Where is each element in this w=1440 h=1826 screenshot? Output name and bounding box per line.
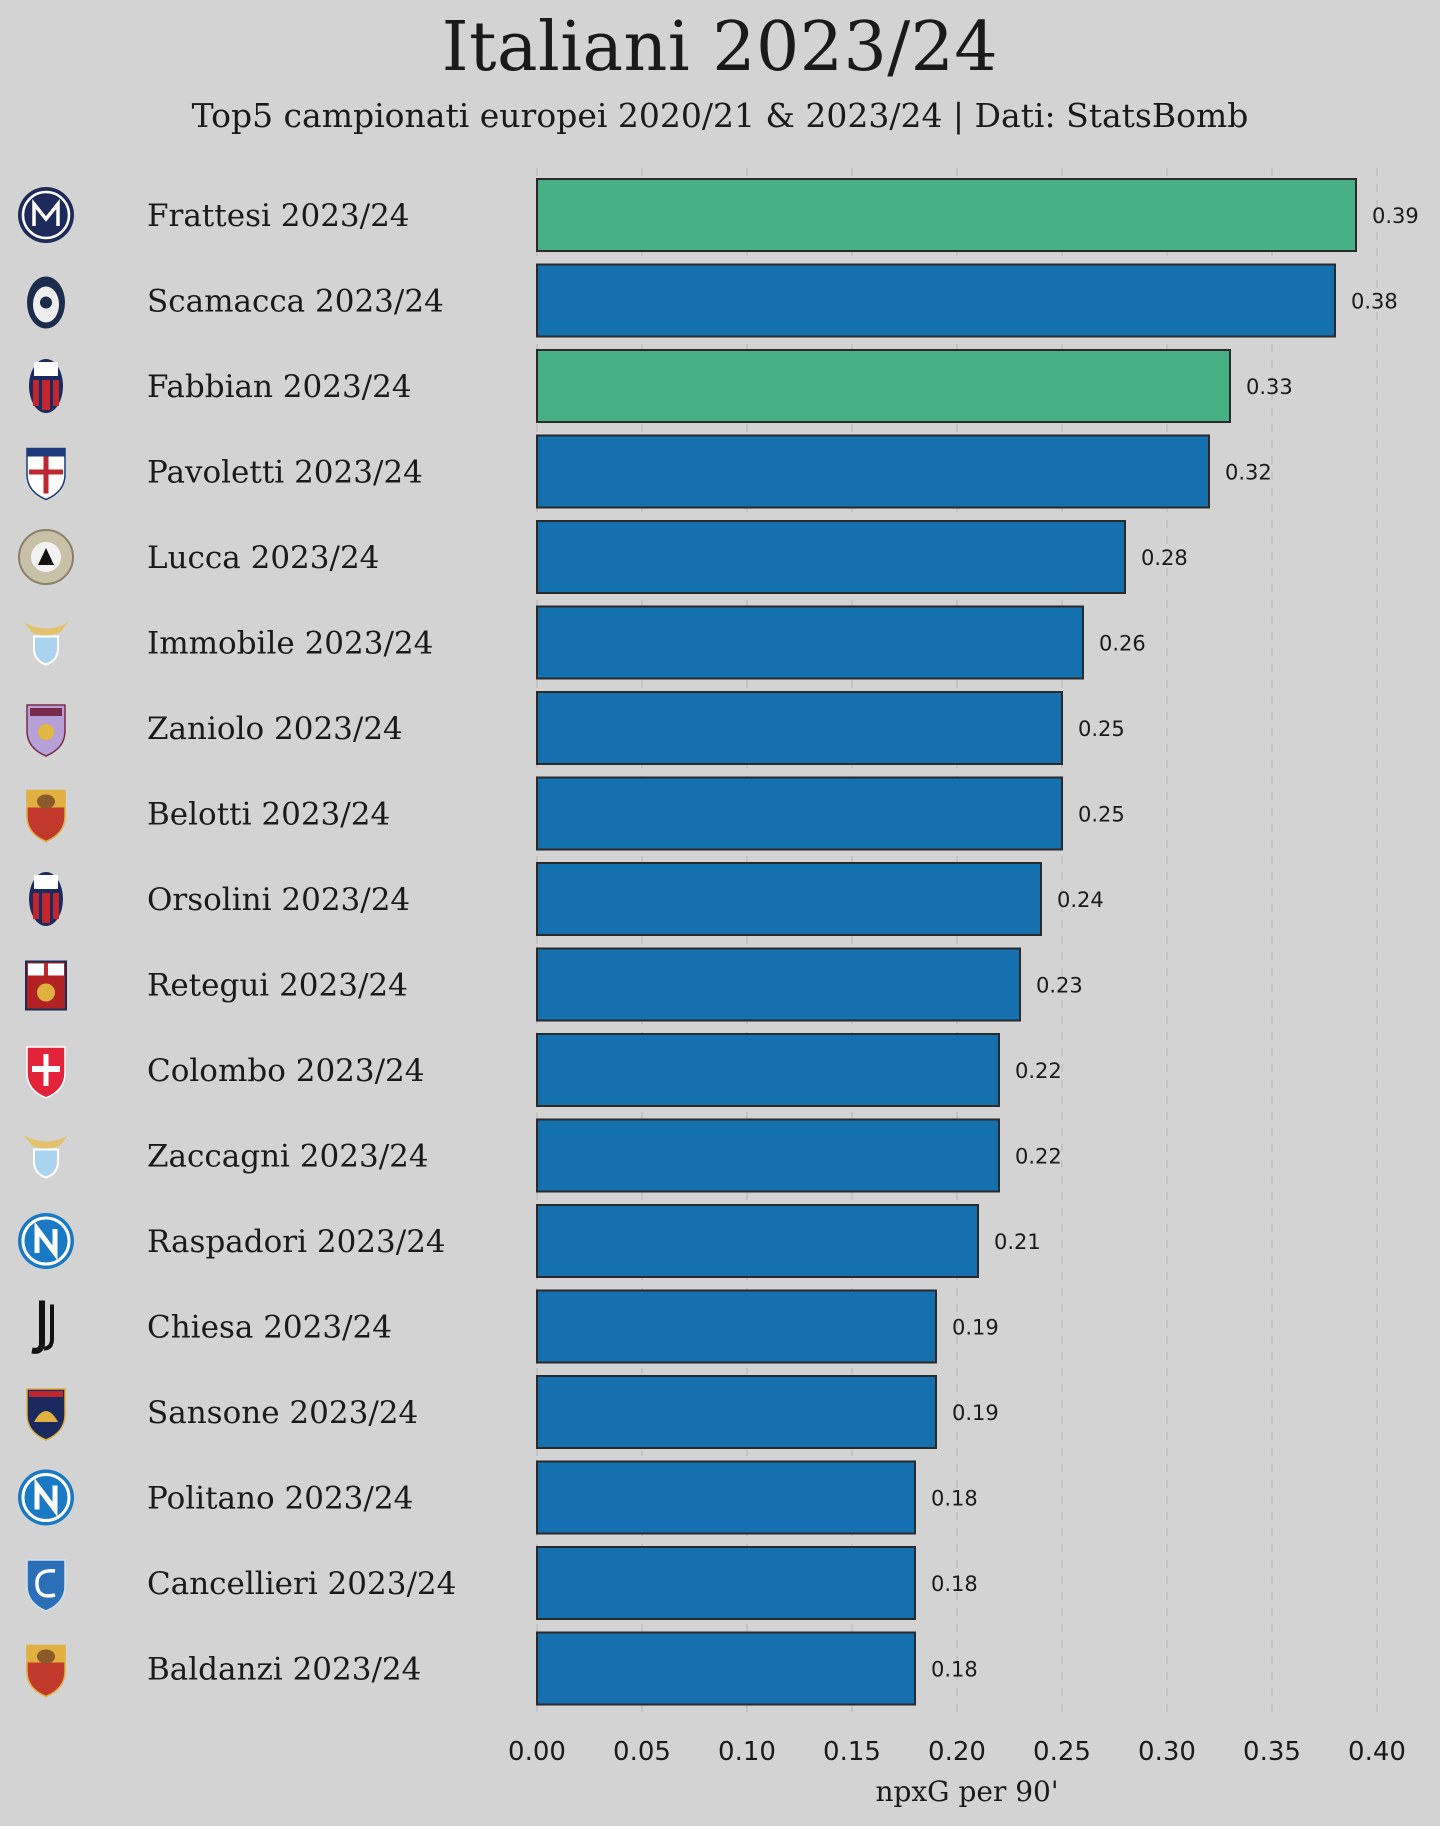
value-label: 0.25 bbox=[1078, 803, 1125, 827]
value-label: 0.25 bbox=[1078, 717, 1125, 741]
bar bbox=[536, 862, 1042, 936]
x-tick-label: 0.30 bbox=[1138, 1737, 1196, 1767]
value-label: 0.33 bbox=[1246, 375, 1293, 399]
player-label: Orsolini 2023/24 bbox=[147, 882, 410, 918]
value-label: 0.32 bbox=[1225, 461, 1272, 485]
chart-title: Italiani 2023/24 bbox=[441, 8, 999, 87]
bar bbox=[536, 1289, 937, 1364]
value-label: 0.24 bbox=[1057, 888, 1104, 912]
cagliari-badge-icon bbox=[26, 447, 66, 501]
value-label: 0.39 bbox=[1372, 204, 1419, 228]
x-tick-label: 0.35 bbox=[1243, 1737, 1301, 1767]
lazio-badge-icon bbox=[24, 1135, 68, 1179]
player-labels: Frattesi 2023/24 Scamacca 2023/24 Fabbian … bbox=[147, 198, 456, 1688]
grid-lines bbox=[536, 168, 1378, 1717]
bar bbox=[536, 691, 1063, 765]
x-axis-ticks: 0.00 0.05 0.10 0.15 0.20 0.25 0.30 0.35 0.40 bbox=[508, 1737, 1406, 1767]
udinese-badge-icon bbox=[18, 529, 74, 585]
club-badges bbox=[18, 187, 74, 1698]
bar bbox=[536, 1375, 937, 1449]
bar bbox=[536, 520, 1126, 594]
empoli-badge-icon bbox=[26, 1559, 66, 1612]
player-label: Pavoletti 2023/24 bbox=[147, 455, 423, 491]
player-label: Retegui 2023/24 bbox=[147, 968, 408, 1004]
x-tick-label: 0.15 bbox=[823, 1737, 881, 1767]
x-tick-label: 0.20 bbox=[928, 1737, 986, 1767]
bar bbox=[536, 178, 1357, 252]
player-label: Sansone 2023/24 bbox=[147, 1395, 418, 1431]
value-label: 0.19 bbox=[952, 1401, 999, 1425]
x-axis-title: npxG per 90' bbox=[875, 1775, 1058, 1808]
bologna-badge-icon bbox=[29, 872, 63, 926]
player-label: Belotti 2023/24 bbox=[147, 797, 390, 833]
value-label: 0.18 bbox=[931, 1487, 978, 1511]
value-label: 0.19 bbox=[952, 1316, 999, 1340]
bar bbox=[536, 776, 1063, 851]
value-label: 0.18 bbox=[931, 1658, 978, 1682]
genoa-badge-icon bbox=[25, 960, 67, 1011]
x-tick-label: 0.10 bbox=[718, 1737, 776, 1767]
bologna-badge-icon bbox=[29, 359, 63, 413]
x-tick-label: 0.00 bbox=[508, 1737, 566, 1767]
player-label: Chiesa 2023/24 bbox=[147, 1310, 392, 1346]
player-label: Scamacca 2023/24 bbox=[147, 284, 444, 320]
chart-subtitle: Top5 campionati europei 2020/21 & 2023/2… bbox=[191, 96, 1249, 135]
bar bbox=[536, 605, 1084, 680]
player-label: Colombo 2023/24 bbox=[147, 1053, 425, 1089]
bar bbox=[536, 1631, 916, 1706]
napoli-badge-icon bbox=[18, 1213, 74, 1269]
lecce-badge-icon bbox=[26, 1388, 66, 1441]
bar bbox=[536, 1033, 1000, 1107]
player-label: Lucca 2023/24 bbox=[147, 540, 379, 576]
bar bbox=[536, 349, 1231, 423]
value-label: 0.22 bbox=[1015, 1059, 1062, 1083]
value-label: 0.21 bbox=[994, 1230, 1041, 1254]
player-label: Frattesi 2023/24 bbox=[147, 198, 410, 234]
bar bbox=[536, 434, 1210, 509]
bar bbox=[536, 1118, 1000, 1193]
monza-badge-icon bbox=[26, 1046, 66, 1099]
x-tick-label: 0.25 bbox=[1033, 1737, 1091, 1767]
lazio-badge-icon bbox=[24, 622, 68, 666]
bar bbox=[536, 1460, 916, 1535]
roma-badge-icon bbox=[26, 789, 66, 843]
player-label: Zaniolo 2023/24 bbox=[147, 711, 403, 747]
inter-badge-icon bbox=[18, 187, 74, 243]
player-label: Baldanzi 2023/24 bbox=[147, 1652, 421, 1688]
x-tick-label: 0.40 bbox=[1348, 1737, 1406, 1767]
player-label: Cancellieri 2023/24 bbox=[147, 1566, 456, 1602]
bar bbox=[536, 1546, 916, 1620]
atalanta-badge-icon bbox=[27, 276, 65, 329]
x-tick-label: 0.05 bbox=[613, 1737, 671, 1767]
value-labels: 0.39 0.38 0.33 0.32 0.28 0.26 0.25 0.25 0.24 0.23… bbox=[931, 204, 1419, 1682]
juventus-badge-icon bbox=[31, 1300, 54, 1354]
bar bbox=[536, 947, 1021, 1022]
value-label: 0.38 bbox=[1351, 290, 1398, 314]
bars bbox=[536, 178, 1357, 1706]
value-label: 0.23 bbox=[1036, 974, 1083, 998]
roma-badge-icon bbox=[26, 1644, 66, 1698]
bar bbox=[536, 1204, 979, 1278]
aston-villa-badge-icon bbox=[26, 704, 66, 757]
bar bbox=[536, 263, 1336, 338]
value-label: 0.18 bbox=[931, 1572, 978, 1596]
value-label: 0.28 bbox=[1141, 546, 1188, 570]
napoli-badge-icon bbox=[18, 1469, 74, 1526]
value-label: 0.26 bbox=[1099, 632, 1146, 656]
player-label: Zaccagni 2023/24 bbox=[147, 1139, 429, 1175]
player-label: Fabbian 2023/24 bbox=[147, 369, 412, 405]
value-label: 0.22 bbox=[1015, 1145, 1062, 1169]
player-label: Immobile 2023/24 bbox=[147, 626, 433, 662]
player-label: Raspadori 2023/24 bbox=[147, 1224, 446, 1260]
player-label: Politano 2023/24 bbox=[147, 1481, 413, 1517]
